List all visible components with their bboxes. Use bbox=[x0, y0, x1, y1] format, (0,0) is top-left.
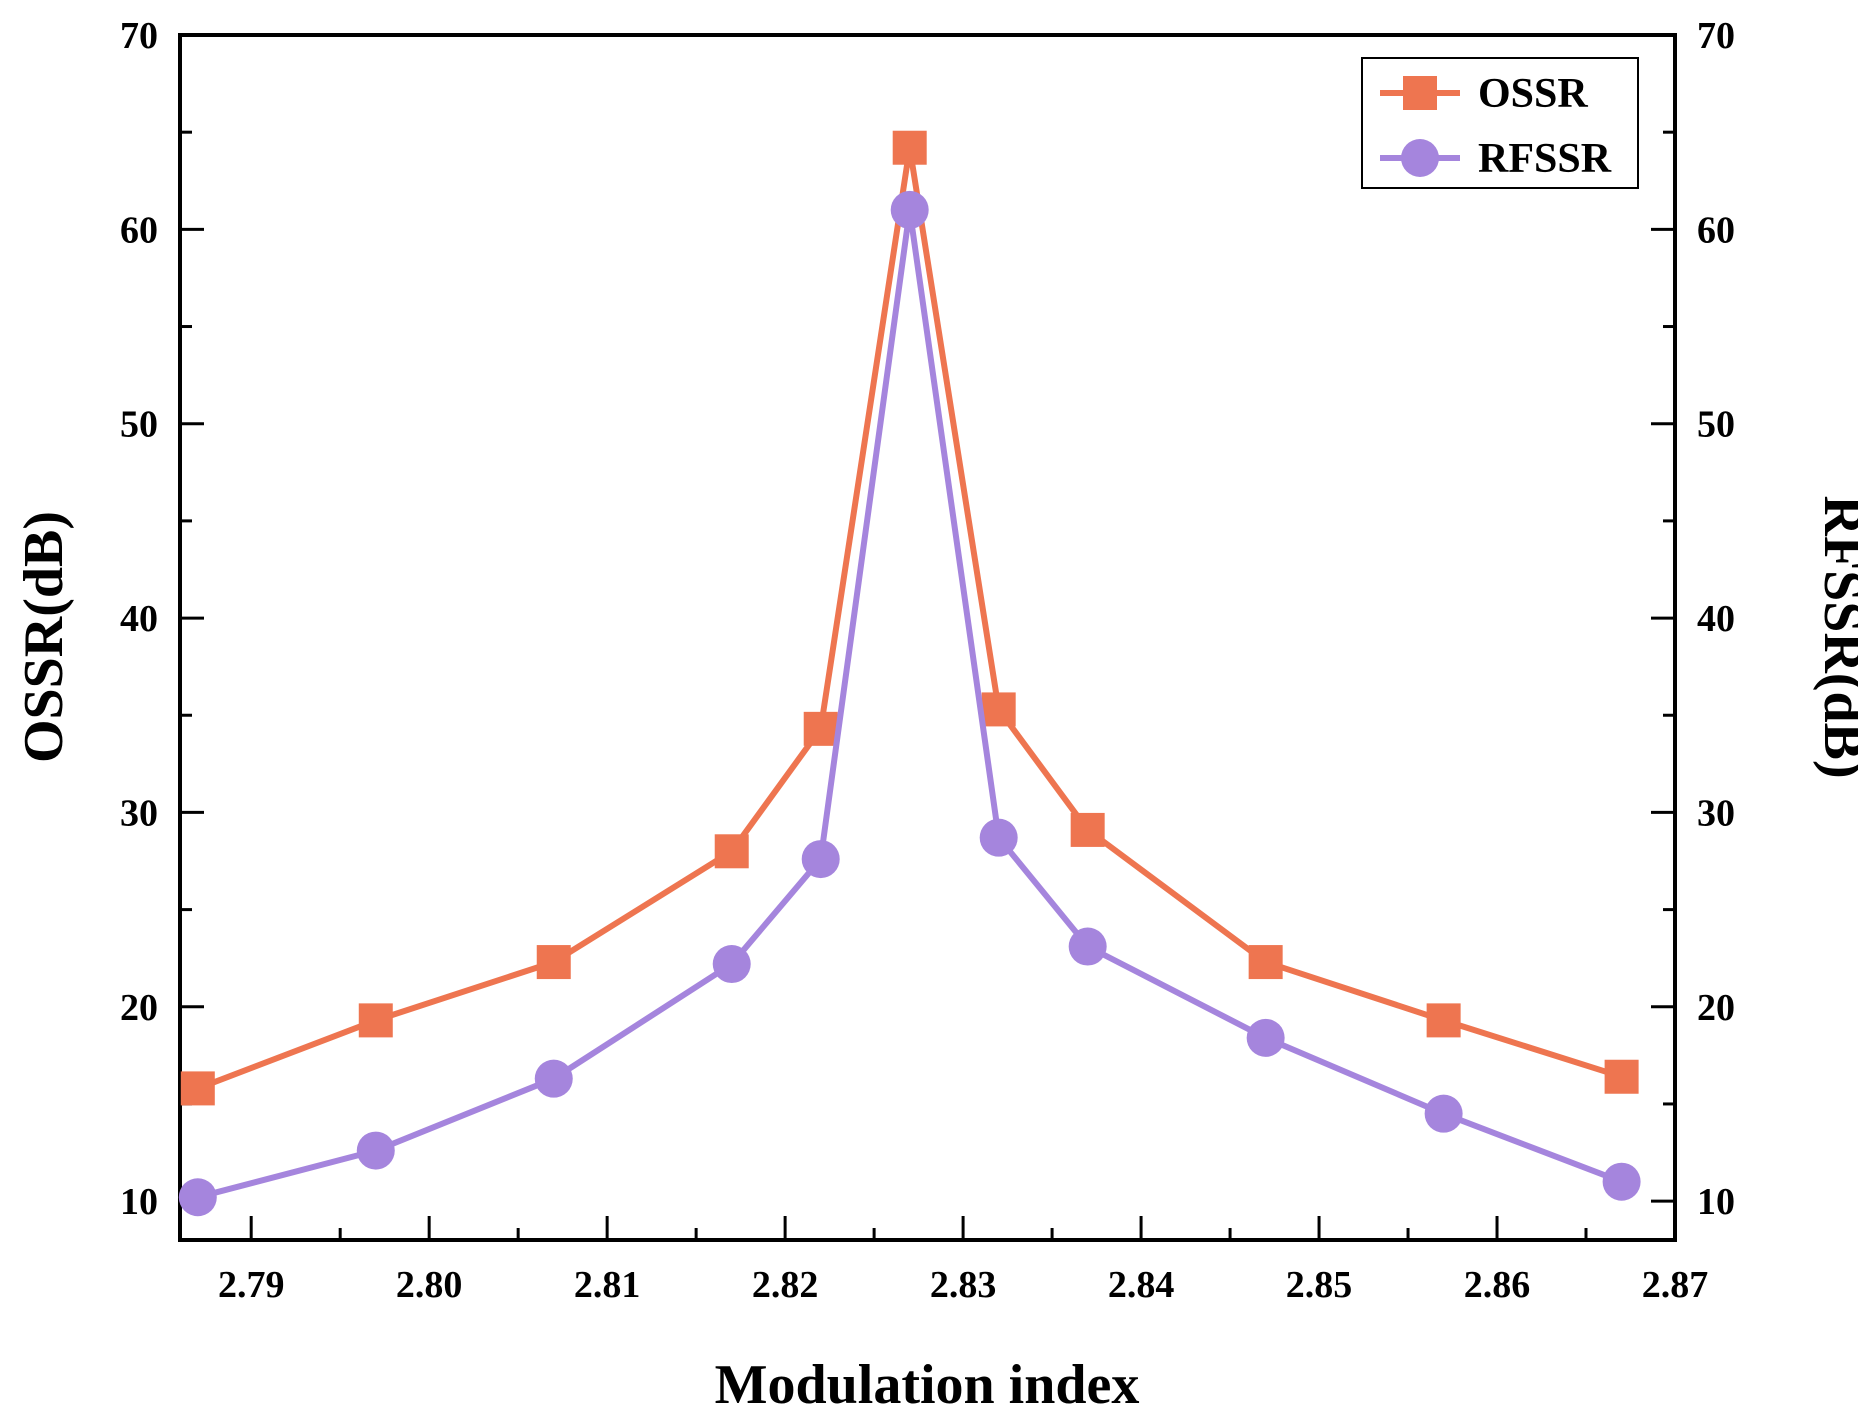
y-axis-right-title: RFSSR(dB) bbox=[1812, 495, 1858, 778]
x-tick-label: 2.83 bbox=[930, 1264, 997, 1306]
data-point-ossr bbox=[1070, 812, 1105, 847]
data-point-rfssr bbox=[356, 1131, 395, 1170]
y-left-tick-label: 50 bbox=[120, 404, 158, 446]
data-point-rfssr bbox=[1246, 1018, 1285, 1057]
y-left-tick-label: 70 bbox=[120, 15, 158, 57]
data-point-rfssr bbox=[890, 190, 929, 229]
data-point-ossr bbox=[981, 692, 1016, 727]
data-point-ossr bbox=[536, 945, 571, 980]
legend-marker-rfssr bbox=[1401, 139, 1439, 177]
data-point-ossr bbox=[358, 1003, 393, 1038]
legend: OSSR RFSSR bbox=[1361, 57, 1639, 189]
x-tick-label: 2.86 bbox=[1464, 1264, 1531, 1306]
data-point-rfssr bbox=[979, 818, 1018, 857]
y-right-tick-label: 10 bbox=[1697, 1181, 1735, 1223]
series-line-ossr bbox=[196, 144, 1623, 1092]
data-point-ossr bbox=[803, 711, 838, 746]
y-left-tick-label: 30 bbox=[120, 792, 158, 834]
y-left-tick-label: 10 bbox=[120, 1181, 158, 1223]
y-right-tick-label: 40 bbox=[1697, 598, 1735, 640]
x-axis-title: Modulation index bbox=[715, 1354, 1140, 1416]
data-point-ossr bbox=[1248, 945, 1283, 980]
data-point-rfssr bbox=[1602, 1162, 1641, 1201]
data-point-ossr bbox=[892, 130, 927, 165]
y-right-tick-label: 50 bbox=[1697, 404, 1735, 446]
x-axis-ticks: 2.79 2.80 2.81 2.82 2.83 2.84 2.85 2.86 2.87 bbox=[218, 1216, 1708, 1306]
y-right-tick-label: 30 bbox=[1697, 792, 1735, 834]
x-tick-label: 2.81 bbox=[574, 1264, 641, 1306]
legend-item-ossr: OSSR bbox=[1380, 71, 1588, 117]
y-left-tick-label: 60 bbox=[120, 209, 158, 251]
data-point-rfssr bbox=[1424, 1094, 1463, 1133]
y-right-tick-label: 60 bbox=[1697, 209, 1735, 251]
x-tick-label: 2.84 bbox=[1108, 1264, 1175, 1306]
data-point-rfssr bbox=[801, 840, 840, 879]
legend-item-rfssr: RFSSR bbox=[1380, 136, 1612, 182]
y-axis-right-ticks: 10 20 30 40 50 60 70 bbox=[1651, 15, 1735, 1223]
y-right-tick-label: 70 bbox=[1697, 15, 1735, 57]
series-layer bbox=[178, 130, 1641, 1217]
y-axis-left-ticks: 10 20 30 40 50 60 70 bbox=[120, 15, 204, 1223]
y-right-tick-label: 20 bbox=[1697, 987, 1735, 1029]
legend-marker-ossr bbox=[1403, 76, 1437, 110]
data-point-ossr bbox=[1426, 1003, 1461, 1038]
y-left-tick-label: 20 bbox=[120, 987, 158, 1029]
y-axis-left-title: OSSR(dB) bbox=[13, 511, 75, 763]
x-tick-label: 2.87 bbox=[1642, 1264, 1709, 1306]
x-tick-label: 2.80 bbox=[396, 1264, 463, 1306]
data-point-ossr bbox=[180, 1071, 215, 1106]
legend-label-rfssr: RFSSR bbox=[1478, 136, 1612, 182]
y-left-tick-label: 40 bbox=[120, 598, 158, 640]
data-point-rfssr bbox=[178, 1178, 217, 1217]
data-point-ossr bbox=[1604, 1059, 1639, 1094]
data-point-rfssr bbox=[712, 945, 751, 984]
x-tick-label: 2.79 bbox=[218, 1264, 285, 1306]
plot-frame bbox=[178, 33, 1677, 1242]
series-line-rfssr bbox=[197, 206, 1623, 1201]
legend-label-ossr: OSSR bbox=[1478, 71, 1588, 117]
data-point-rfssr bbox=[534, 1059, 573, 1098]
data-point-ossr bbox=[714, 834, 749, 869]
x-tick-label: 2.85 bbox=[1286, 1264, 1353, 1306]
x-tick-label: 2.82 bbox=[752, 1264, 819, 1306]
data-point-rfssr bbox=[1068, 927, 1107, 966]
